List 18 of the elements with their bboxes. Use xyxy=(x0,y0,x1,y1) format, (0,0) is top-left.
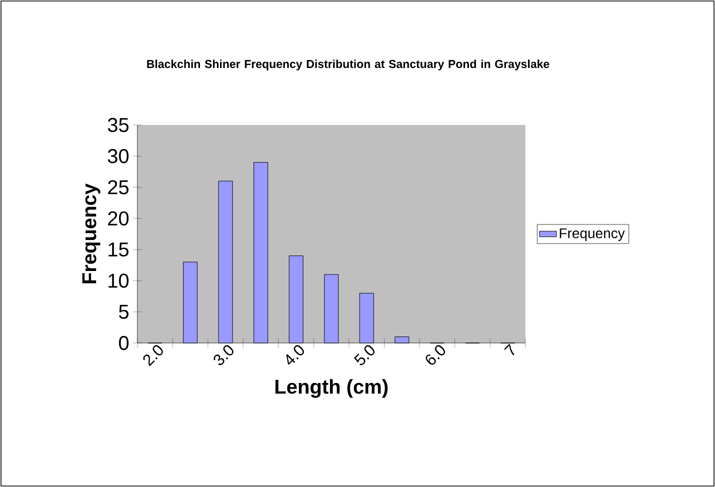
y-axis-title: Frequency xyxy=(82,184,100,284)
x-tick-label: 3.0 xyxy=(214,345,234,366)
y-tick-label: 0 xyxy=(119,336,129,350)
x-axis-title: Length (cm) xyxy=(275,379,388,398)
x-tick-label: 6.0 xyxy=(426,345,446,365)
y-tick-label: 30 xyxy=(108,149,129,164)
y-tick-label: 20 xyxy=(108,211,129,226)
y-tick-label: 15 xyxy=(108,242,128,257)
y-tick-label: 5 xyxy=(119,304,129,319)
x-tick-label: 2.0 xyxy=(143,345,163,366)
y-tick-label: 10 xyxy=(108,274,129,288)
x-tick-label: 5.0 xyxy=(354,345,375,366)
x-tick-label: 7 xyxy=(504,344,514,356)
chart-title: Blackchin Shiner Frequency Distribution at Sanctuary Pond in Grayslake xyxy=(147,60,550,70)
legend-label: Frequency xyxy=(560,228,625,241)
y-tick-label: 35 xyxy=(108,118,128,132)
y-tick-label: 25 xyxy=(108,180,128,194)
x-tick-label: 4.0 xyxy=(286,345,304,365)
